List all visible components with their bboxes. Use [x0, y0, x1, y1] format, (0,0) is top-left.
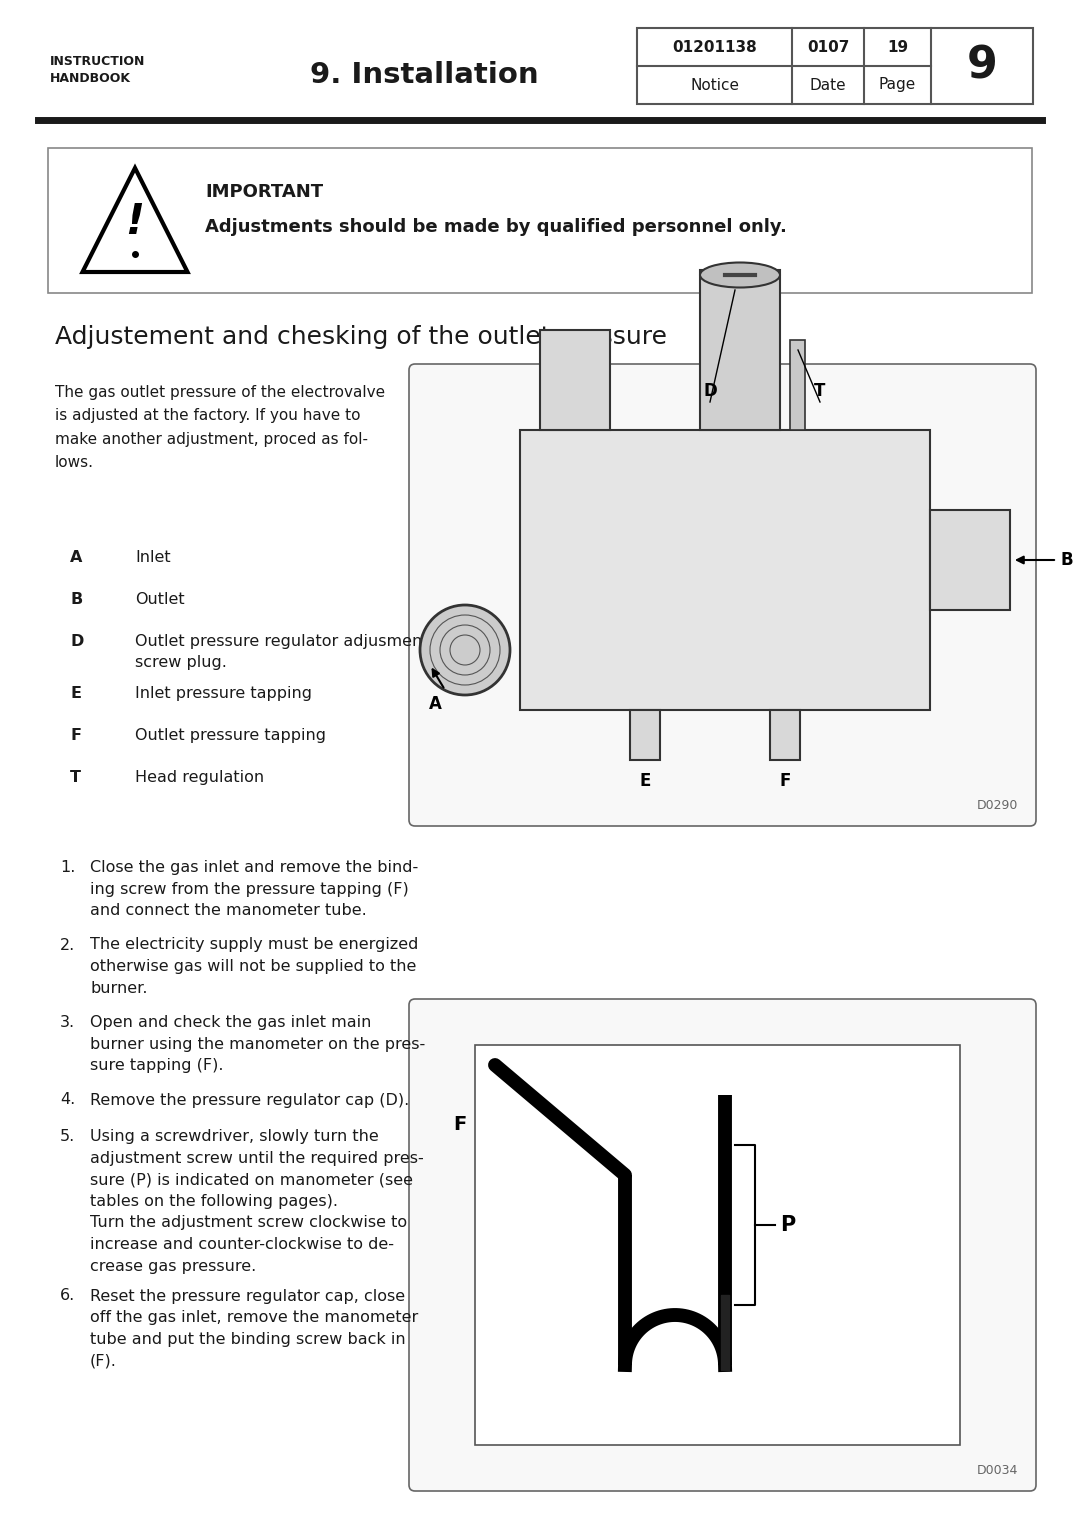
Bar: [48, 148, 1032, 293]
Polygon shape: [82, 168, 188, 272]
Text: Close the gas inlet and remove the bind-
ing screw from the pressure tapping (F): Close the gas inlet and remove the bind-…: [90, 860, 418, 918]
Text: IMPORTANT: IMPORTANT: [205, 183, 323, 202]
Text: B: B: [1059, 552, 1072, 568]
Bar: [475, 1045, 960, 1445]
Text: 5.: 5.: [60, 1129, 76, 1144]
Text: Adjustments should be made by qualified personnel only.: Adjustments should be made by qualified …: [205, 219, 787, 235]
Text: Reset the pressure regulator cap, close
off the gas inlet, remove the manometer
: Reset the pressure regulator cap, close …: [90, 1288, 418, 1368]
Text: 6.: 6.: [60, 1288, 76, 1303]
Text: 1.: 1.: [60, 860, 76, 876]
Ellipse shape: [700, 263, 780, 287]
Text: Head regulation: Head regulation: [135, 770, 265, 785]
Bar: [930, 510, 1010, 610]
Text: D: D: [70, 634, 83, 649]
Bar: [637, 28, 1032, 104]
Text: D0034: D0034: [976, 1464, 1018, 1478]
Text: F: F: [454, 1115, 467, 1134]
FancyBboxPatch shape: [409, 999, 1036, 1491]
Text: 01201138: 01201138: [672, 40, 757, 55]
Bar: [540, 330, 610, 429]
Text: INSTRUCTION: INSTRUCTION: [50, 55, 146, 69]
Text: 19: 19: [887, 40, 908, 55]
Text: Outlet pressure regulator adjusment
screw plug.: Outlet pressure regulator adjusment scre…: [135, 634, 429, 669]
Text: Open and check the gas inlet main
burner using the manometer on the pres-
sure t: Open and check the gas inlet main burner…: [90, 1015, 426, 1073]
Text: Notice: Notice: [690, 78, 739, 93]
Text: Outlet pressure tapping: Outlet pressure tapping: [135, 727, 326, 743]
Text: 3.: 3.: [60, 1015, 76, 1030]
Bar: [519, 429, 930, 711]
Bar: [630, 711, 660, 759]
Text: Page: Page: [879, 78, 916, 93]
Text: 9: 9: [967, 44, 998, 87]
Text: Inlet pressure tapping: Inlet pressure tapping: [135, 686, 312, 701]
Text: 0107: 0107: [807, 40, 849, 55]
Text: E: E: [639, 772, 650, 790]
FancyBboxPatch shape: [409, 364, 1036, 827]
Text: F: F: [70, 727, 81, 743]
Text: !: !: [125, 202, 145, 243]
Text: A: A: [429, 695, 442, 714]
Text: E: E: [70, 686, 81, 701]
Text: HANDBOOK: HANDBOOK: [50, 72, 131, 86]
Circle shape: [420, 605, 510, 695]
Text: D0290: D0290: [976, 799, 1018, 811]
Text: Using a screwdriver, slowly turn the
adjustment screw until the required pres-
s: Using a screwdriver, slowly turn the adj…: [90, 1129, 423, 1274]
Text: F: F: [780, 772, 791, 790]
Bar: [700, 270, 780, 429]
Text: Inlet: Inlet: [135, 550, 171, 565]
Bar: [770, 711, 800, 759]
Text: P: P: [780, 1215, 795, 1235]
Text: The electricity supply must be energized
otherwise gas will not be supplied to t: The electricity supply must be energized…: [90, 938, 418, 996]
Text: Outlet: Outlet: [135, 591, 185, 607]
Bar: [789, 341, 805, 429]
Text: A: A: [70, 550, 82, 565]
Text: 4.: 4.: [60, 1093, 76, 1108]
Text: Adjustement and chesking of the outlet pressure: Adjustement and chesking of the outlet p…: [55, 325, 667, 348]
Text: Date: Date: [810, 78, 847, 93]
Text: T: T: [814, 382, 826, 400]
Text: D: D: [703, 382, 717, 400]
Text: 2.: 2.: [60, 938, 76, 952]
Text: B: B: [70, 591, 82, 607]
Text: The gas outlet pressure of the electrovalve
is adjusted at the factory. If you h: The gas outlet pressure of the electrova…: [55, 385, 386, 471]
Text: Remove the pressure regulator cap (D).: Remove the pressure regulator cap (D).: [90, 1093, 409, 1108]
Text: 9. Installation: 9. Installation: [310, 61, 539, 89]
Text: T: T: [70, 770, 81, 785]
